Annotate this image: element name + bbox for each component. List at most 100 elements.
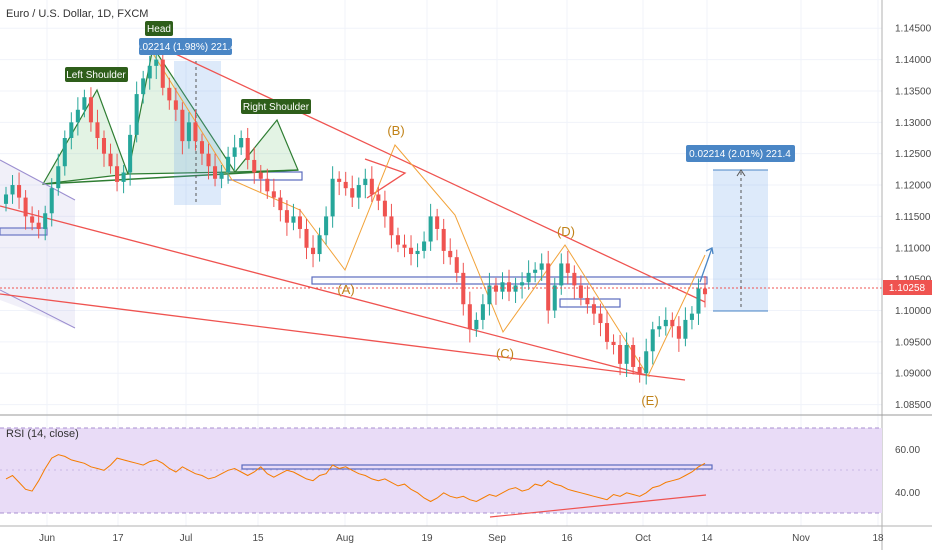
candle-body: [356, 185, 361, 198]
time-tick-label: Nov: [792, 533, 810, 544]
candle-body: [232, 147, 237, 157]
last-price-tag: 1.10258: [883, 280, 932, 295]
candle-body: [337, 178, 342, 182]
price-tick-label: 1.11500: [895, 212, 931, 223]
price-tick-label: 1.14000: [895, 55, 932, 66]
candle-body: [193, 122, 198, 142]
candle-body: [402, 244, 407, 248]
candle-body: [291, 216, 296, 223]
candle-body: [128, 134, 133, 173]
candle-body: [591, 304, 596, 314]
candle-body: [271, 191, 276, 198]
candle-body: [167, 87, 172, 101]
candle-body: [624, 345, 629, 364]
time-tick-label: Oct: [635, 533, 651, 544]
candle-body: [258, 172, 263, 179]
wave-a-label: (A): [337, 282, 354, 297]
candle-body: [121, 172, 126, 182]
level-box-3: [559, 298, 621, 308]
right-shoulder-label: Right Shoulder: [241, 99, 311, 114]
candle-body: [572, 272, 577, 286]
candle-body: [395, 235, 400, 245]
candle-body: [69, 122, 74, 138]
candle-body: [317, 235, 322, 255]
time-axis[interactable]: Jun 17 Jul 15 Aug 19 Sep 16 Oct 14 Nov 18: [39, 533, 884, 544]
candle-body: [278, 197, 283, 211]
candle-body: [435, 216, 440, 229]
candle-body: [513, 285, 518, 292]
rsi-band: [0, 428, 882, 513]
candle-body: [108, 153, 113, 167]
candle-body: [56, 166, 61, 189]
candle-body: [252, 159, 257, 173]
rsi-label: RSI (14, close): [6, 428, 79, 440]
upper-trend-line: [149, 41, 706, 303]
candle-body: [173, 100, 178, 110]
measure-box-right: [713, 169, 768, 312]
candle-body: [213, 166, 218, 179]
candle-body: [17, 185, 22, 198]
time-tick-label: 17: [112, 533, 124, 544]
candle-body: [611, 341, 616, 345]
level-box-1: [0, 227, 48, 236]
candle-body: [493, 285, 498, 292]
candle-body: [467, 304, 472, 330]
bottom-trend-line: [0, 293, 686, 381]
candle-body: [95, 122, 100, 138]
candle-body: [304, 228, 309, 248]
svg-text:Right Shoulder: Right Shoulder: [243, 102, 310, 113]
candle-body: [657, 326, 662, 330]
svg-text:Left Shoulder: Left Shoulder: [66, 70, 126, 81]
svg-text:0.02214 (1.98%) 221.4: 0.02214 (1.98%) 221.4: [134, 42, 236, 53]
candle-body: [631, 345, 636, 367]
candle-body: [546, 263, 551, 311]
candle-body: [422, 241, 427, 251]
candle-body: [683, 319, 688, 339]
candle-body: [702, 288, 708, 295]
wave-labels: (A) (B) (C) (D) (E): [337, 123, 658, 408]
candle-body: [689, 313, 694, 320]
time-tick-label: 19: [421, 533, 433, 544]
candle-body: [134, 94, 139, 135]
price-tick-label: 1.12500: [895, 149, 932, 160]
candle-body: [88, 97, 93, 123]
candle-body: [186, 122, 191, 142]
candle-body: [350, 188, 355, 198]
candle-body: [415, 250, 420, 255]
candle-body: [500, 282, 505, 292]
right-shoulder-area: [233, 118, 299, 173]
price-tick-label: 1.11000: [895, 243, 931, 254]
time-tick-label: 16: [561, 533, 573, 544]
candle-body: [115, 166, 120, 182]
price-tick-label: 1.14500: [895, 24, 932, 35]
price-axis[interactable]: 1.14500 1.14000 1.13500 1.13000 1.12500 1.120…: [895, 24, 932, 411]
rsi-pane: RSI (14, close) 60.00 40.00: [0, 427, 920, 518]
price-tick-label: 1.12000: [895, 181, 932, 192]
candle-body: [382, 200, 387, 217]
time-tick-label: 15: [252, 533, 264, 544]
candle-body: [75, 109, 80, 123]
candle-body: [506, 282, 512, 292]
candle-body: [696, 288, 701, 314]
candle-body: [36, 222, 41, 229]
time-tick-label: Jun: [39, 533, 55, 544]
last-price-value: 1.10258: [889, 283, 926, 294]
candle-body: [585, 297, 590, 305]
candle-body: [245, 138, 250, 160]
candle-body: [670, 319, 675, 327]
chart-title: Euro / U.S. Dollar, 1D, FXCM: [6, 8, 148, 20]
wave-e-label: (E): [641, 393, 658, 408]
candle-body: [526, 272, 531, 283]
lower-trend-line: [0, 205, 651, 377]
wave-d-label: (D): [557, 224, 575, 239]
candle-body: [343, 181, 348, 189]
left-shoulder-label: Left Shoulder: [65, 67, 128, 82]
rsi-tick-60: 60.00: [895, 445, 920, 456]
candle-body: [461, 272, 466, 305]
time-tick-label: Aug: [336, 533, 354, 544]
price-tick-label: 1.09000: [895, 369, 932, 380]
candle-body: [363, 178, 368, 186]
price-tick-label: 1.09500: [895, 337, 932, 348]
